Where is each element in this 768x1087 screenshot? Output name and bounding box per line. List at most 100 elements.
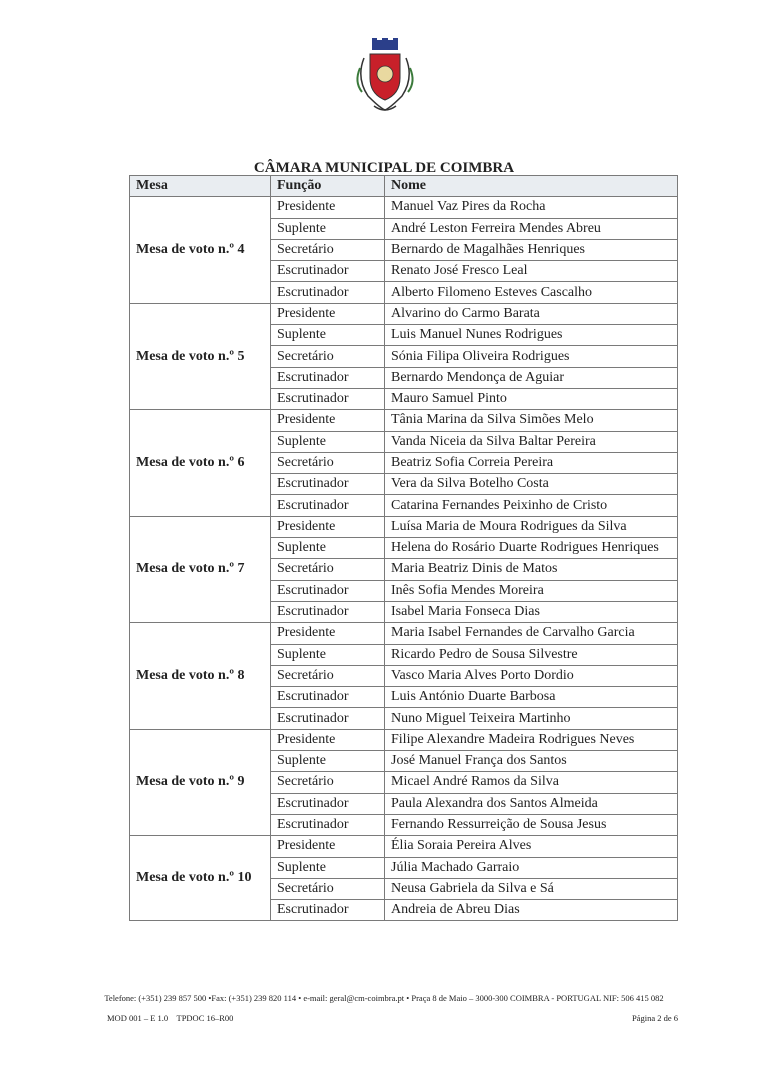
funcao-cell: Suplente bbox=[270, 217, 385, 240]
nome-cell: Luísa Maria de Moura Rodrigues da Silva bbox=[384, 515, 678, 539]
funcao-cell: Presidente bbox=[270, 515, 385, 539]
nome-cell: Isabel Maria Fonseca Dias bbox=[384, 600, 678, 624]
nome-cell: Neusa Gabriela da Silva e Sá bbox=[384, 877, 678, 901]
table-row: Mesa de voto n.º 9 Presidente Filipe Alexa… bbox=[129, 728, 678, 837]
funcao-cell: Secretário bbox=[270, 664, 385, 688]
nome-cell: Inês Sofia Mendes Moreira bbox=[384, 579, 678, 602]
funcao-cell: Escrutinador bbox=[270, 899, 385, 922]
funcao-cell: Escrutinador bbox=[270, 260, 385, 283]
funcao-cell: Suplente bbox=[270, 643, 385, 666]
table-row: Mesa de voto n.º 7 Presidente Luísa Maria … bbox=[129, 515, 678, 624]
nome-cell: Helena do Rosário Duarte Rodrigues Henri… bbox=[384, 537, 678, 560]
table-row: Suplente Vanda Niceia da Silva Baltar Per… bbox=[130, 430, 678, 453]
table-row: Mesa de voto n.º 8 Presidente Maria Isabel… bbox=[129, 622, 678, 730]
nome-cell: Bernardo Mendonça de Aguiar bbox=[384, 366, 678, 389]
nome-cell: Luis António Duarte Barbosa bbox=[384, 686, 678, 709]
table-row: Secretário Neusa Gabriela da Silva e Sá bbox=[130, 877, 678, 901]
coat-of-arms-logo bbox=[356, 38, 414, 111]
mesa-cell: Mesa de voto n.º 8 bbox=[129, 622, 271, 730]
nome-cell: Nuno Miguel Teixeira Martinho bbox=[384, 707, 678, 730]
nome-cell: José Manuel França dos Santos bbox=[384, 750, 678, 773]
nome-cell: Maria Isabel Fernandes de Carvalho Garci… bbox=[384, 622, 678, 645]
nome-cell: Luis Manuel Nunes Rodrigues bbox=[384, 324, 678, 347]
column-header-nome: Nome bbox=[384, 174, 678, 198]
funcao-cell: Secretário bbox=[270, 345, 385, 368]
page-title: CÂMARA MUNICIPAL DE COIMBRA bbox=[253, 160, 515, 176]
table-row: Escrutinador Andreia de Abreu Dias bbox=[130, 899, 678, 922]
nome-cell: Paula Alexandra dos Santos Almeida bbox=[384, 792, 678, 815]
table-row: Secretário Micael André Ramos da Silva bbox=[130, 771, 678, 794]
nome-cell: Maria Beatriz Dinis de Matos bbox=[384, 558, 678, 581]
table-row: Escrutinador Isabel Maria Fonseca Dias bbox=[130, 600, 678, 624]
table-row: Escrutinador Vera da Silva Botelho Costa bbox=[130, 473, 678, 496]
funcao-cell: Presidente bbox=[270, 409, 385, 432]
funcao-cell: Secretário bbox=[270, 771, 385, 794]
funcao-cell: Secretário bbox=[270, 451, 385, 475]
nome-cell: Ricardo Pedro de Sousa Silvestre bbox=[384, 643, 678, 666]
nome-cell: Catarina Fernandes Peixinho de Cristo bbox=[384, 494, 678, 517]
mesa-cell: Mesa de voto n.º 10 bbox=[129, 835, 271, 922]
table-row: Escrutinador Inês Sofia Mendes Moreira bbox=[130, 579, 678, 602]
nome-cell: Sónia Filipa Oliveira Rodrigues bbox=[384, 345, 678, 368]
nome-cell: Alberto Filomeno Esteves Cascalho bbox=[384, 281, 678, 304]
table-row: Suplente André Leston Ferreira Mendes Abr… bbox=[130, 217, 678, 240]
nome-cell: Mauro Samuel Pinto bbox=[384, 387, 678, 411]
funcao-cell: Escrutinador bbox=[270, 473, 385, 496]
nome-cell: Renato José Fresco Leal bbox=[384, 260, 678, 283]
table-row: Mesa de voto n.º 5 Presidente Alvarino do … bbox=[129, 302, 678, 411]
table-row: Secretário Sónia Filipa Oliveira Rodrigue… bbox=[130, 345, 678, 368]
nome-cell: Tânia Marina da Silva Simões Melo bbox=[384, 409, 678, 432]
funcao-cell: Escrutinador bbox=[270, 366, 385, 389]
table-row: Mesa de voto n.º 10 Presidente Élia Soraia… bbox=[129, 835, 678, 922]
nome-cell: Filipe Alexandre Madeira Rodrigues Neves bbox=[384, 728, 678, 752]
funcao-cell: Presidente bbox=[270, 728, 385, 752]
table-row: Suplente Helena do Rosário Duarte Rodrigu… bbox=[130, 537, 678, 560]
table-row: Suplente Júlia Machado Garraio bbox=[130, 856, 678, 879]
table-row: Mesa de voto n.º 6 Presidente Tânia Marina… bbox=[129, 409, 678, 517]
mesa-cell: Mesa de voto n.º 9 bbox=[129, 728, 271, 837]
table-row: Escrutinador Alberto Filomeno Esteves Cas… bbox=[130, 281, 678, 304]
nome-cell: Júlia Machado Garraio bbox=[384, 856, 678, 879]
nome-cell: Bernardo de Magalhães Henriques bbox=[384, 238, 678, 262]
nome-cell: Vera da Silva Botelho Costa bbox=[384, 473, 678, 496]
funcao-cell: Secretário bbox=[270, 238, 385, 262]
mesa-cell: Mesa de voto n.º 7 bbox=[129, 515, 271, 624]
nome-cell: Fernando Ressurreição de Sousa Jesus bbox=[384, 813, 678, 837]
table-row: Escrutinador Nuno Miguel Teixeira Martinh… bbox=[130, 707, 678, 730]
nome-cell: Élia Soraia Pereira Alves bbox=[384, 835, 678, 858]
table-row: Suplente Ricardo Pedro de Sousa Silvestre bbox=[130, 643, 678, 666]
funcao-cell: Presidente bbox=[270, 622, 385, 645]
footer-page-number: Página 2 de 6 bbox=[631, 1013, 678, 1023]
table-row: Secretário Beatriz Sofia Correia Pereira bbox=[130, 451, 678, 475]
column-header-funcao: Função bbox=[270, 174, 385, 198]
table-row: Suplente José Manuel França dos Santos bbox=[130, 750, 678, 773]
funcao-cell: Suplente bbox=[270, 537, 385, 560]
funcao-cell: Escrutinador bbox=[270, 707, 385, 730]
funcao-cell: Presidente bbox=[270, 835, 385, 858]
nome-cell: André Leston Ferreira Mendes Abreu bbox=[384, 217, 678, 240]
funcao-cell: Escrutinador bbox=[270, 387, 385, 411]
funcao-cell: Secretário bbox=[270, 558, 385, 581]
funcao-cell: Escrutinador bbox=[270, 579, 385, 602]
nome-cell: Beatriz Sofia Correia Pereira bbox=[384, 451, 678, 475]
table-row: Mesa de voto n.º 4 Presidente Manuel Vaz P… bbox=[129, 196, 678, 304]
table-header-row: Mesa Função Nome bbox=[129, 174, 678, 198]
funcao-cell: Suplente bbox=[270, 750, 385, 773]
nome-cell: Vanda Niceia da Silva Baltar Pereira bbox=[384, 430, 678, 453]
table-row: Secretário Bernardo de Magalhães Henrique… bbox=[130, 238, 678, 262]
funcao-cell: Suplente bbox=[270, 430, 385, 453]
funcao-cell: Escrutinador bbox=[270, 686, 385, 709]
mesa-cell: Mesa de voto n.º 6 bbox=[129, 409, 271, 517]
footer-contact: Telefone: (+351) 239 857 500 •Fax: (+351… bbox=[104, 993, 664, 1003]
funcao-cell: Suplente bbox=[270, 856, 385, 879]
nome-cell: Micael André Ramos da Silva bbox=[384, 771, 678, 794]
polling-stations-table: Mesa Função Nome Mesa de voto n.º 4 Presi… bbox=[129, 174, 678, 922]
funcao-cell: Escrutinador bbox=[270, 792, 385, 815]
funcao-cell: Escrutinador bbox=[270, 813, 385, 837]
mesa-cell: Mesa de voto n.º 4 bbox=[129, 196, 271, 304]
funcao-cell: Secretário bbox=[270, 877, 385, 901]
table-row: Escrutinador Paula Alexandra dos Santos A… bbox=[130, 792, 678, 815]
table-row: Suplente Luis Manuel Nunes Rodrigues bbox=[130, 324, 678, 347]
funcao-cell: Escrutinador bbox=[270, 600, 385, 624]
column-header-mesa: Mesa bbox=[129, 174, 271, 198]
